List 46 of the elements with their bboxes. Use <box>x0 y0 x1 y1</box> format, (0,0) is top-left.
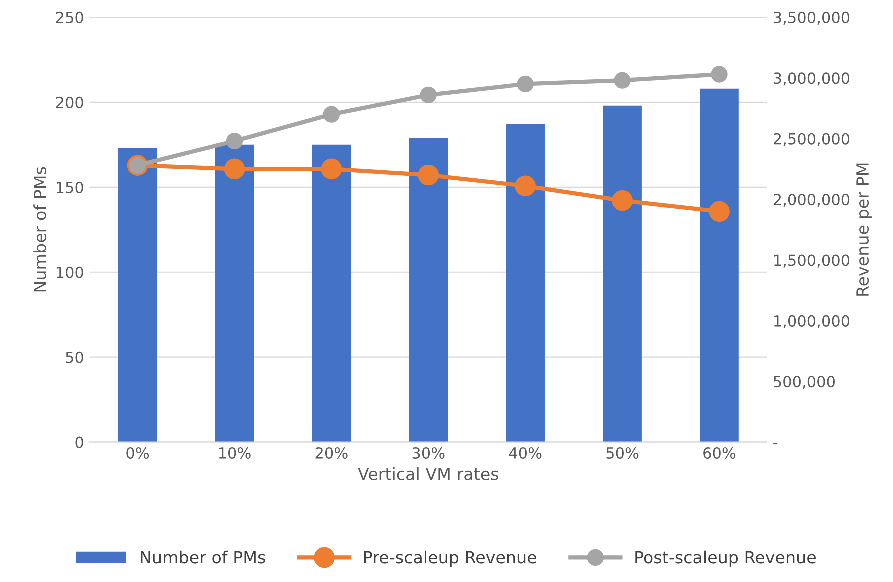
x-tick-label: 40% <box>509 447 542 460</box>
point <box>418 164 440 186</box>
y2-tick-label: 3,500,000 <box>774 12 850 26</box>
y2-tick-label: - <box>774 443 778 445</box>
y2-tick-label: 1,000,000 <box>774 315 850 329</box>
bar <box>409 138 448 442</box>
bar <box>312 144 352 442</box>
y2-tick-label: 2,500,000 <box>774 133 850 146</box>
x-tick-label: 0% <box>126 447 150 460</box>
y-tick-label: 50 <box>66 352 84 364</box>
x-tick-label: 10% <box>219 447 251 460</box>
point <box>614 72 631 89</box>
x-tick-label: 30% <box>412 447 445 460</box>
point <box>420 86 437 104</box>
y-tick-label: 200 <box>56 96 84 108</box>
point <box>323 106 340 123</box>
y-tick-label: 100 <box>56 266 84 278</box>
bar <box>700 88 739 442</box>
point <box>709 201 730 222</box>
y-tick-label: 0 <box>76 436 84 448</box>
y2-tick-label: 2,000,000 <box>774 194 850 208</box>
y2-tick-label: 1,500,000 <box>774 254 850 268</box>
y-tick-label: 250 <box>56 12 84 24</box>
point <box>224 158 246 180</box>
point <box>515 176 536 197</box>
y-axis-title: Number of PMs <box>34 167 46 292</box>
legend-label: Post-scaleup Revenue <box>636 550 816 567</box>
y-tick-label: 150 <box>56 182 84 194</box>
bar <box>506 124 545 442</box>
x-tick-label: 60% <box>704 447 736 460</box>
point <box>612 190 633 212</box>
x-axis-title: Vertical VM rates <box>358 468 498 480</box>
bar <box>215 144 254 442</box>
y2-axis-title: Revenue per PM <box>856 164 872 296</box>
bar <box>603 106 642 442</box>
point <box>321 158 342 180</box>
point <box>711 66 728 83</box>
x-tick-label: 50% <box>606 447 639 460</box>
y2-tick-label: 3,000,000 <box>774 72 850 86</box>
point <box>517 76 534 93</box>
point <box>226 132 244 150</box>
bar <box>118 148 158 442</box>
x-tick-label: 20% <box>316 447 348 460</box>
legend-label: Number of PMs <box>141 550 266 564</box>
y2-tick-label: 500,000 <box>774 376 836 390</box>
legend-label: Pre-scaleup Revenue <box>364 550 536 567</box>
